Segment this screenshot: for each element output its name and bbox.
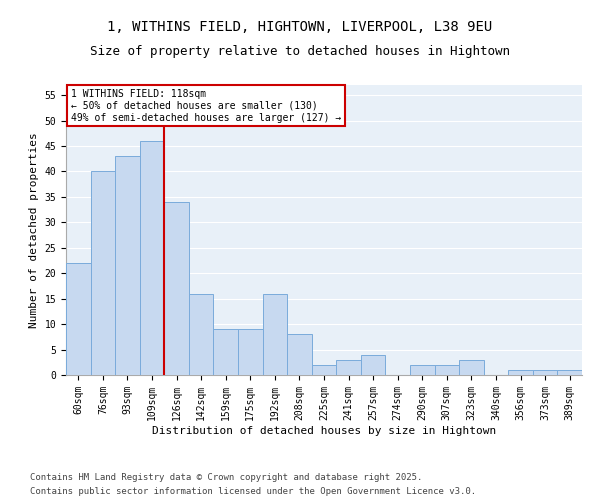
Bar xyxy=(91,172,115,375)
Bar xyxy=(140,141,164,375)
Bar xyxy=(459,360,484,375)
Text: Size of property relative to detached houses in Hightown: Size of property relative to detached ho… xyxy=(90,45,510,58)
Bar xyxy=(238,329,263,375)
Y-axis label: Number of detached properties: Number of detached properties xyxy=(29,132,39,328)
Bar xyxy=(410,365,434,375)
X-axis label: Distribution of detached houses by size in Hightown: Distribution of detached houses by size … xyxy=(152,426,496,436)
Bar xyxy=(361,354,385,375)
Bar xyxy=(115,156,140,375)
Bar xyxy=(508,370,533,375)
Text: Contains HM Land Registry data © Crown copyright and database right 2025.: Contains HM Land Registry data © Crown c… xyxy=(30,472,422,482)
Bar xyxy=(164,202,189,375)
Text: 1, WITHINS FIELD, HIGHTOWN, LIVERPOOL, L38 9EU: 1, WITHINS FIELD, HIGHTOWN, LIVERPOOL, L… xyxy=(107,20,493,34)
Bar xyxy=(214,329,238,375)
Text: Contains public sector information licensed under the Open Government Licence v3: Contains public sector information licen… xyxy=(30,488,476,496)
Bar xyxy=(557,370,582,375)
Text: 1 WITHINS FIELD: 118sqm
← 50% of detached houses are smaller (130)
49% of semi-d: 1 WITHINS FIELD: 118sqm ← 50% of detache… xyxy=(71,90,341,122)
Bar xyxy=(533,370,557,375)
Bar xyxy=(312,365,336,375)
Bar xyxy=(336,360,361,375)
Bar xyxy=(434,365,459,375)
Bar xyxy=(263,294,287,375)
Bar xyxy=(66,263,91,375)
Bar xyxy=(189,294,214,375)
Bar xyxy=(287,334,312,375)
